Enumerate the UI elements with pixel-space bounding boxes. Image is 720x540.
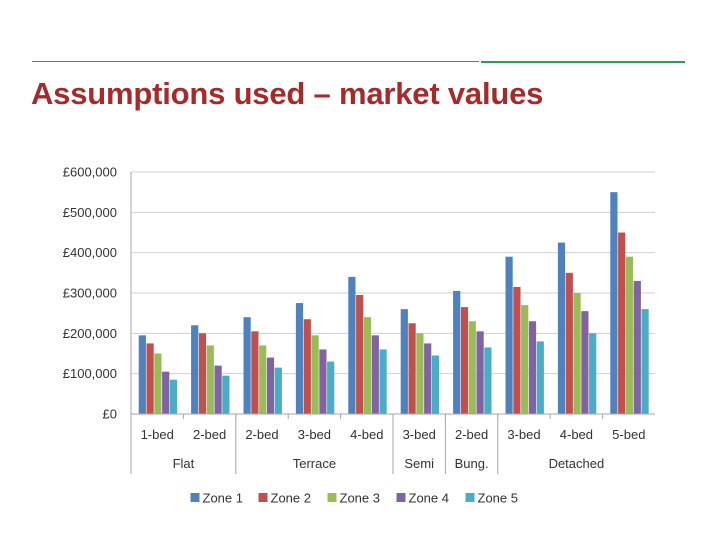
bar-zone-5 [379, 349, 387, 414]
bar-zone-1 [295, 303, 304, 414]
x-category-label: 2-bed [455, 427, 488, 442]
legend-swatch [327, 493, 337, 502]
bar-zone-4 [266, 357, 275, 414]
x-category-label: 2-bed [245, 427, 278, 442]
bar-zone-1 [243, 317, 251, 414]
bar-zone-4 [371, 335, 379, 414]
y-tick-label: £200,000 [63, 326, 117, 341]
bar-zone-2 [513, 286, 521, 414]
bar-zone-2 [146, 343, 154, 414]
x-category-label: 1-bed [141, 427, 174, 442]
x-group-label: Terrace [293, 456, 336, 471]
bar-zone-2 [565, 272, 573, 414]
y-tick-label: £0 [103, 407, 117, 422]
bar-zone-5 [274, 367, 282, 414]
bar-zone-3 [573, 293, 581, 414]
bar-zone-3 [625, 256, 634, 414]
bar-zone-3 [521, 305, 529, 414]
bar-zone-1 [610, 192, 618, 414]
bar-zone-5 [327, 361, 335, 414]
bar-zone-3 [259, 345, 267, 414]
bar-zone-4 [476, 331, 484, 414]
bar-zone-4 [424, 343, 432, 414]
legend-label: Zone 5 [478, 491, 518, 506]
bar-zone-4 [162, 371, 170, 414]
bar-zone-1 [453, 290, 461, 414]
y-tick-label: £600,000 [63, 165, 117, 180]
legend-label: Zone 2 [271, 491, 311, 506]
legend-swatch [465, 493, 475, 502]
bar-zone-1 [348, 276, 356, 414]
header-rule-left [32, 61, 479, 62]
bar-zone-5 [589, 333, 597, 414]
bar-zone-4 [319, 349, 327, 414]
bar-zone-5 [222, 375, 230, 414]
x-category-label: 5-bed [612, 427, 645, 442]
bar-zone-1 [505, 256, 513, 414]
x-group-label: Detached [549, 456, 605, 471]
x-group-label: Semi [404, 456, 434, 471]
bar-zone-5 [431, 355, 440, 414]
y-tick-label: £300,000 [63, 286, 117, 301]
bar-zone-5 [169, 379, 178, 414]
bar-zone-3 [416, 333, 424, 414]
y-tick-label: £500,000 [63, 205, 117, 220]
legend-swatch [190, 493, 200, 502]
bar-zone-1 [400, 309, 408, 414]
bar-zone-2 [460, 307, 469, 414]
bar-zone-2 [356, 295, 364, 414]
bar-zone-3 [206, 345, 214, 414]
legend-swatch [396, 493, 406, 502]
bar-zone-2 [303, 319, 311, 414]
x-category-label: 3-bed [298, 427, 331, 442]
bar-zone-5 [536, 341, 544, 414]
y-tick-label: £400,000 [63, 245, 117, 260]
x-category-label: 4-bed [350, 427, 383, 442]
x-category-label: 4-bed [560, 427, 593, 442]
bar-zone-2 [408, 323, 416, 414]
header-rule-right [481, 61, 685, 63]
bar-zone-5 [484, 347, 492, 414]
legend-label: Zone 1 [203, 491, 243, 506]
bar-zone-3 [363, 317, 372, 414]
bar-zone-1 [191, 325, 199, 414]
bar-zone-1 [557, 242, 566, 414]
bar-zone-2 [618, 232, 626, 414]
bar-zone-1 [138, 335, 146, 414]
legend-label: Zone 3 [340, 491, 380, 506]
bar-zone-2 [198, 333, 207, 414]
bar-zone-4 [528, 321, 537, 414]
bar-zone-5 [641, 309, 649, 414]
legend-swatch [258, 493, 268, 502]
slide-title: Assumptions used – market values [31, 76, 544, 111]
x-group-label: Flat [173, 456, 195, 471]
bar-zone-4 [581, 311, 589, 414]
bar-zone-2 [251, 331, 259, 414]
bar-zone-3 [468, 321, 476, 414]
y-tick-label: £100,000 [63, 366, 117, 381]
bar-zone-3 [311, 335, 319, 414]
bar-zone-3 [154, 353, 162, 414]
legend-label: Zone 4 [409, 491, 449, 506]
bar-zone-4 [633, 280, 641, 414]
x-group-label: Bung. [455, 456, 489, 471]
x-category-label: 2-bed [193, 427, 226, 442]
x-category-label: 3-bed [403, 427, 436, 442]
bar-zone-4 [214, 365, 222, 414]
x-category-label: 3-bed [507, 427, 540, 442]
